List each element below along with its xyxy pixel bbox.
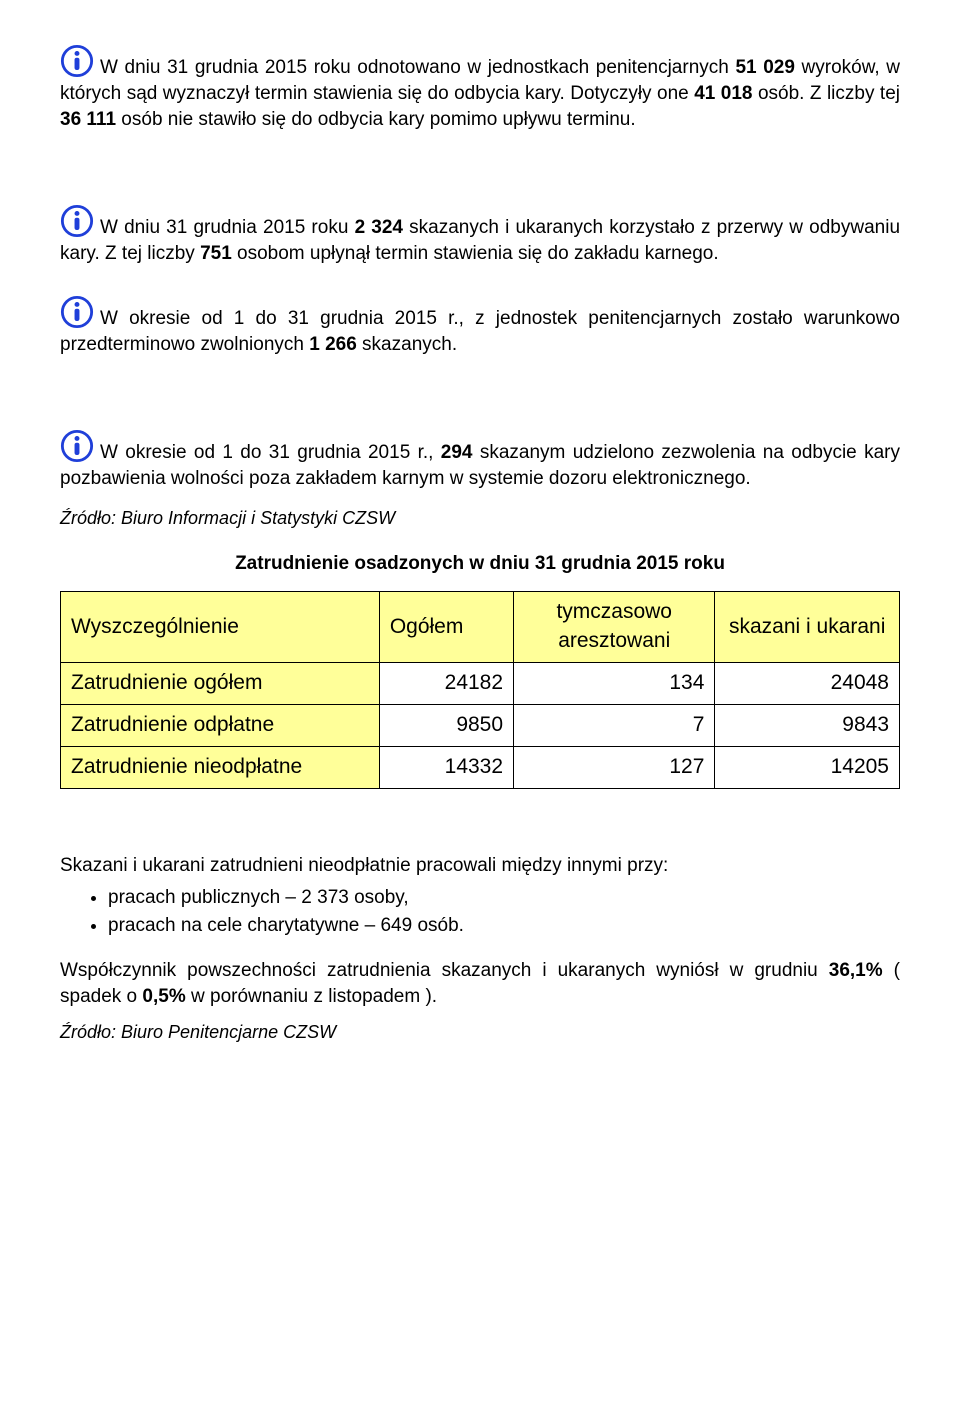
list-item: pracach na cele charytatywne – 649 osób. <box>108 913 900 939</box>
cell: 24182 <box>379 662 513 704</box>
cell: 134 <box>514 662 715 704</box>
cell: 14205 <box>715 746 900 788</box>
bullet-list: pracach publicznych – 2 373 osoby, praca… <box>60 885 900 939</box>
info-icon <box>60 429 94 463</box>
info-icon <box>60 295 94 329</box>
th-ogolem: Ogółem <box>379 592 513 663</box>
row-label: Zatrudnienie odpłatne <box>61 704 380 746</box>
p4-text: W okresie od 1 do 31 grudnia 2015 r., 29… <box>60 442 900 489</box>
employment-table: Wyszczególnienie Ogółem tymczasowo aresz… <box>60 591 900 789</box>
cell: 7 <box>514 704 715 746</box>
paragraph-4: W okresie od 1 do 31 grudnia 2015 r., 29… <box>60 429 900 492</box>
row-label: Zatrudnienie nieodpłatne <box>61 746 380 788</box>
info-icon <box>60 44 94 78</box>
info-icon <box>60 204 94 238</box>
paragraph-5: Skazani i ukarani zatrudnieni nieodpłatn… <box>60 853 900 879</box>
cell: 9850 <box>379 704 513 746</box>
paragraph-3: W okresie od 1 do 31 grudnia 2015 r., z … <box>60 295 900 358</box>
table-row: Zatrudnienie odpłatne 9850 7 9843 <box>61 704 900 746</box>
cell: 9843 <box>715 704 900 746</box>
cell: 14332 <box>379 746 513 788</box>
table-title: Zatrudnienie osadzonych w dniu 31 grudni… <box>60 551 900 577</box>
p1-text: W dniu 31 grudnia 2015 roku odnotowano w… <box>60 57 900 130</box>
paragraph-6: Współczynnik powszechności zatrudnienia … <box>60 958 900 1010</box>
cell: 127 <box>514 746 715 788</box>
source-1: Źródło: Biuro Informacji i Statystyki CZ… <box>60 506 900 531</box>
source-2: Źródło: Biuro Penitencjarne CZSW <box>60 1020 900 1045</box>
table-header-row: Wyszczególnienie Ogółem tymczasowo aresz… <box>61 592 900 663</box>
th-tymczasowo: tymczasowo aresztowani <box>514 592 715 663</box>
paragraph-1: W dniu 31 grudnia 2015 roku odnotowano w… <box>60 44 900 134</box>
list-item: pracach publicznych – 2 373 osoby, <box>108 885 900 911</box>
cell: 24048 <box>715 662 900 704</box>
table-row: Zatrudnienie nieodpłatne 14332 127 14205 <box>61 746 900 788</box>
th-skazani: skazani i ukarani <box>715 592 900 663</box>
p2-text: W dniu 31 grudnia 2015 roku 2 324 skazan… <box>60 217 900 264</box>
table-row: Zatrudnienie ogółem 24182 134 24048 <box>61 662 900 704</box>
p3-text: W okresie od 1 do 31 grudnia 2015 r., z … <box>60 308 900 355</box>
th-wyszczegolnienie: Wyszczególnienie <box>61 592 380 663</box>
row-label: Zatrudnienie ogółem <box>61 662 380 704</box>
paragraph-2: W dniu 31 grudnia 2015 roku 2 324 skazan… <box>60 204 900 267</box>
